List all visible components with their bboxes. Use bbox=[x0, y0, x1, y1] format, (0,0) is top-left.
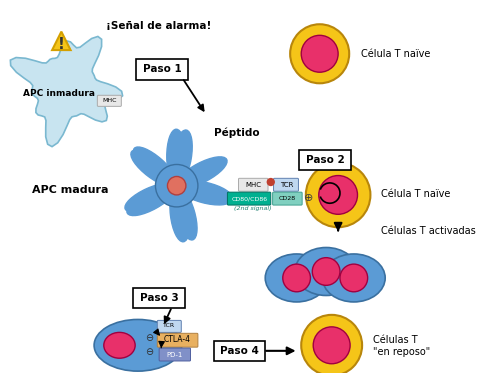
FancyBboxPatch shape bbox=[136, 59, 188, 80]
Ellipse shape bbox=[127, 184, 176, 216]
Polygon shape bbox=[52, 32, 71, 50]
Circle shape bbox=[340, 264, 367, 292]
Ellipse shape bbox=[104, 333, 135, 358]
Text: MHC: MHC bbox=[102, 98, 117, 103]
Ellipse shape bbox=[131, 150, 177, 187]
Text: ⊖: ⊖ bbox=[145, 347, 153, 357]
Text: ⊖: ⊖ bbox=[145, 333, 153, 343]
Text: CD28: CD28 bbox=[279, 196, 296, 201]
Text: TCR: TCR bbox=[280, 182, 293, 188]
Text: Paso 4: Paso 4 bbox=[220, 346, 259, 356]
FancyBboxPatch shape bbox=[273, 192, 302, 205]
Polygon shape bbox=[10, 36, 122, 147]
Circle shape bbox=[156, 165, 198, 207]
Ellipse shape bbox=[170, 187, 190, 242]
FancyBboxPatch shape bbox=[133, 288, 185, 308]
Text: !: ! bbox=[58, 37, 65, 52]
Ellipse shape bbox=[173, 187, 197, 240]
Text: ⊕: ⊕ bbox=[304, 193, 313, 203]
Circle shape bbox=[167, 177, 186, 195]
Text: TCR: TCR bbox=[163, 324, 175, 328]
Text: APC madura: APC madura bbox=[32, 185, 109, 195]
Ellipse shape bbox=[178, 181, 232, 203]
FancyBboxPatch shape bbox=[239, 178, 268, 191]
Circle shape bbox=[319, 175, 358, 214]
Ellipse shape bbox=[94, 319, 182, 371]
Text: ¡Señal de alarma!: ¡Señal de alarma! bbox=[105, 21, 211, 31]
Circle shape bbox=[313, 327, 350, 364]
Circle shape bbox=[301, 35, 338, 72]
Text: (2nd signal): (2nd signal) bbox=[234, 206, 271, 211]
FancyBboxPatch shape bbox=[227, 192, 271, 205]
Circle shape bbox=[283, 264, 310, 292]
Text: Paso 2: Paso 2 bbox=[306, 155, 345, 165]
FancyBboxPatch shape bbox=[274, 178, 299, 191]
Text: Paso 1: Paso 1 bbox=[142, 64, 181, 74]
FancyBboxPatch shape bbox=[157, 333, 198, 347]
Text: Paso 3: Paso 3 bbox=[140, 293, 179, 303]
Ellipse shape bbox=[177, 157, 227, 188]
Ellipse shape bbox=[323, 254, 385, 302]
Circle shape bbox=[290, 24, 349, 83]
Ellipse shape bbox=[178, 181, 231, 205]
Text: Células T activadas: Células T activadas bbox=[382, 226, 476, 236]
Text: MHC: MHC bbox=[245, 182, 261, 188]
Text: Célula T naïve: Célula T naïve bbox=[361, 49, 430, 59]
Text: "en reposo": "en reposo" bbox=[373, 347, 430, 357]
FancyBboxPatch shape bbox=[97, 95, 122, 106]
Ellipse shape bbox=[133, 147, 177, 186]
FancyBboxPatch shape bbox=[214, 341, 265, 361]
Ellipse shape bbox=[265, 254, 328, 302]
Ellipse shape bbox=[171, 130, 192, 185]
Circle shape bbox=[301, 315, 362, 376]
Circle shape bbox=[312, 258, 340, 285]
Ellipse shape bbox=[167, 129, 186, 185]
Text: Célula T naïve: Célula T naïve bbox=[382, 189, 451, 199]
Ellipse shape bbox=[125, 183, 176, 212]
Text: PD-1: PD-1 bbox=[166, 352, 183, 357]
FancyBboxPatch shape bbox=[159, 348, 190, 361]
Text: Péptido: Péptido bbox=[214, 128, 260, 139]
Circle shape bbox=[266, 178, 275, 186]
FancyBboxPatch shape bbox=[299, 150, 351, 170]
Text: CTLA-4: CTLA-4 bbox=[164, 335, 191, 344]
FancyBboxPatch shape bbox=[157, 320, 181, 333]
Text: Células T: Células T bbox=[373, 335, 418, 345]
Ellipse shape bbox=[295, 248, 358, 296]
Text: APC inmadura: APC inmadura bbox=[22, 89, 95, 98]
Text: CD80/CD86: CD80/CD86 bbox=[231, 196, 267, 201]
Circle shape bbox=[306, 163, 370, 227]
